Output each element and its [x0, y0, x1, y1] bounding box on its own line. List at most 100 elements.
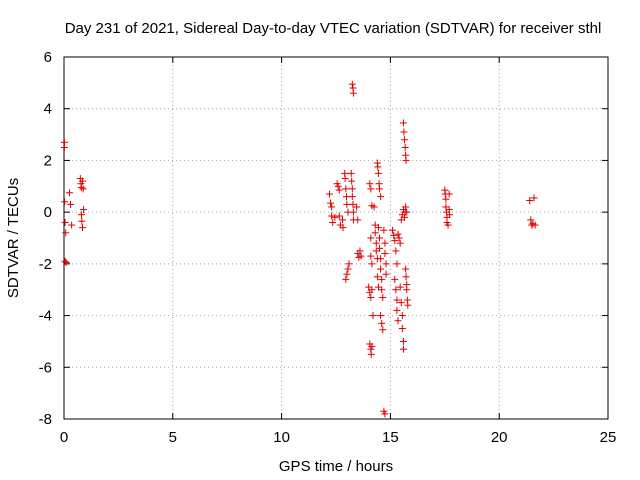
data-point: [381, 239, 389, 247]
data-point: [373, 273, 381, 281]
data-point: [382, 270, 390, 278]
data-point: [403, 208, 411, 216]
data-point: [368, 343, 376, 351]
data-point: [527, 216, 535, 224]
data-point: [398, 312, 406, 320]
x-axis-label: GPS time / hours: [279, 458, 393, 475]
data-point: [377, 193, 385, 201]
data-point: [372, 239, 380, 247]
y-tick-label: -2: [39, 256, 52, 273]
x-tick-label: 0: [60, 429, 68, 446]
data-point: [404, 301, 412, 309]
data-point: [347, 169, 355, 177]
data-point: [442, 195, 450, 203]
data-point: [327, 199, 335, 207]
data-point: [376, 244, 384, 252]
data-point: [393, 306, 401, 314]
data-point: [369, 312, 377, 320]
data-point: [348, 193, 356, 201]
y-tick-label: 4: [44, 101, 52, 118]
data-point: [335, 186, 343, 194]
chart-title-group: Day 231 of 2021, Sidereal Day-to-day VTE…: [65, 20, 602, 37]
data-point: [399, 345, 407, 353]
data-point: [396, 239, 404, 247]
data-point: [376, 234, 384, 242]
data-point: [396, 283, 404, 291]
data-point: [343, 200, 351, 208]
data-point: [356, 247, 364, 255]
data-point: [77, 211, 85, 219]
data-point: [374, 169, 382, 177]
data-point: [367, 234, 375, 242]
data-point: [353, 203, 361, 211]
x-tick-label: 15: [382, 429, 399, 446]
data-point: [342, 193, 350, 201]
data-point: [526, 197, 534, 205]
y-tick-label: -4: [39, 308, 52, 325]
data-point: [367, 185, 375, 193]
data-point: [530, 194, 538, 202]
data-point: [376, 185, 384, 193]
data-point: [367, 252, 375, 260]
data-point: [389, 226, 397, 234]
data-point: [61, 257, 69, 265]
data-point: [78, 177, 86, 185]
data-point: [377, 265, 385, 273]
data-point: [377, 255, 385, 263]
data-point: [381, 250, 389, 258]
data-point: [382, 260, 390, 268]
data-point: [392, 247, 400, 255]
data-point: [349, 89, 357, 97]
y-tick-label: 0: [44, 204, 52, 221]
data-point: [68, 221, 76, 229]
x-tick-label: 5: [169, 429, 177, 446]
data-point: [339, 216, 347, 224]
data-point: [392, 286, 400, 294]
data-point: [378, 275, 386, 283]
data-point: [344, 265, 352, 273]
data-point: [348, 185, 356, 193]
data-point: [367, 350, 375, 358]
data-point: [335, 212, 343, 220]
axis-ticks: [63, 56, 609, 420]
y-tick-label: 6: [44, 49, 52, 66]
data-point: [393, 260, 401, 268]
data-point: [377, 312, 385, 320]
data-point: [391, 237, 399, 245]
data-point: [371, 229, 379, 237]
data-point: [368, 260, 376, 268]
data-point: [378, 319, 386, 327]
data-point: [402, 273, 410, 281]
data-point: [357, 252, 365, 260]
data-point: [348, 177, 356, 185]
data-point: [403, 286, 411, 294]
data-point: [380, 226, 388, 234]
data-points: [60, 80, 539, 418]
data-point: [348, 80, 356, 88]
data-point: [391, 275, 399, 283]
data-point: [401, 144, 409, 151]
data-point: [399, 337, 407, 345]
data-point: [370, 203, 378, 211]
data-point: [379, 293, 387, 301]
data-point: [381, 410, 389, 418]
data-point: [394, 317, 402, 325]
data-point: [78, 217, 86, 225]
data-point: [368, 286, 376, 294]
data-point: [399, 119, 407, 127]
grid: [64, 57, 608, 419]
chart-title: Day 231 of 2021, Sidereal Day-to-day VTE…: [65, 20, 602, 37]
data-point: [374, 163, 382, 171]
y-axis-label: SDTVAR / TECUs: [5, 178, 22, 298]
data-point: [402, 203, 410, 211]
data-point: [401, 213, 409, 221]
y-tick-label: 2: [44, 152, 52, 169]
plot-frame: [63, 56, 609, 420]
data-point: [366, 180, 374, 188]
data-point: [342, 185, 350, 193]
data-point: [331, 213, 339, 221]
x-tick-labels: 0 5 10 15 20 25: [60, 429, 617, 446]
data-point: [339, 224, 347, 232]
data-point: [60, 144, 68, 151]
data-point: [444, 221, 452, 229]
